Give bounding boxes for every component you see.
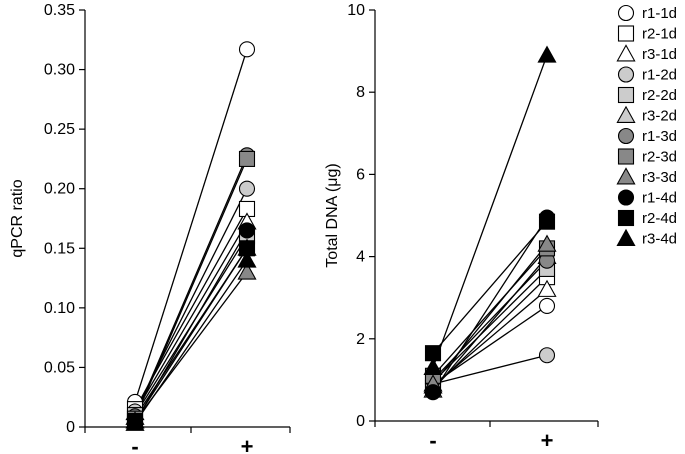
legend-marker-r3-4d xyxy=(616,228,636,246)
y-tick-label: 0.15 xyxy=(44,240,75,257)
legend-marker-r3-1d xyxy=(616,44,636,62)
legend-marker-r1-1d xyxy=(617,4,635,22)
x-category-label: + xyxy=(541,428,554,453)
legend: r1-1d r2-1d r3-1d r1-2d r2-2d r3-2d r1-3d r2-3d… xyxy=(616,4,677,248)
legend-label: r2-1d xyxy=(642,26,677,43)
y-tick-label: 0 xyxy=(356,413,365,430)
y-tick-label: 10 xyxy=(347,2,365,19)
legend-label: r3-1d xyxy=(642,46,677,63)
series-line-r1-2d xyxy=(432,354,548,385)
series-line-r1-4d xyxy=(432,217,548,393)
y-tick-label: 0.10 xyxy=(44,300,75,317)
y-tick-label: 8 xyxy=(356,84,365,101)
data-point-r1-4d xyxy=(238,222,256,239)
y-tick-label: 4 xyxy=(356,249,365,266)
data-point-r3-3d xyxy=(537,234,557,252)
series-line-r1-3d xyxy=(134,155,248,417)
series-line-r2-3d xyxy=(432,247,548,377)
data-point-r2-3d xyxy=(238,150,256,167)
legend-label: r3-3d xyxy=(642,169,677,186)
series-line-r2-4d xyxy=(134,247,248,422)
y-axis-title: qPCR ratio xyxy=(9,179,26,257)
legend-marker-r3-2d xyxy=(616,105,636,123)
data-point-r3-4d xyxy=(537,45,557,63)
y-axis-title: Total DNA (μg) xyxy=(324,163,341,267)
legend-label: r1-2d xyxy=(642,67,677,84)
x-category-label: - xyxy=(429,428,436,453)
legend-marker-r1-2d xyxy=(617,66,635,83)
data-point-r3-4d xyxy=(237,250,257,268)
legend-label: r2-3d xyxy=(642,149,677,166)
data-point-r3-3d xyxy=(237,262,257,280)
total-dna-panel: 0 2 4 6 8 10 - + Total DNA (μg) xyxy=(324,2,599,453)
data-point-r3-4d xyxy=(125,413,145,431)
series-line-r1-1d xyxy=(134,49,248,403)
y-tick-label: 0 xyxy=(66,419,75,436)
data-point-r1-2d xyxy=(238,180,256,197)
data-point-r2-4d xyxy=(538,213,556,230)
y-tick-label: 0.05 xyxy=(44,359,75,376)
data-point-r3-4d xyxy=(423,357,443,376)
legend-marker-r2-4d xyxy=(617,209,635,227)
y-tick-label: 0.25 xyxy=(44,121,75,138)
legend-marker-r1-3d xyxy=(617,127,635,145)
legend-marker-r1-4d xyxy=(617,189,635,206)
series-line-r3-2d xyxy=(432,256,548,391)
series-line-r2-3d xyxy=(134,158,248,419)
y-tick-label: 0.20 xyxy=(44,181,75,198)
legend-marker-r2-1d xyxy=(617,25,635,42)
y-tick-label: 0.30 xyxy=(44,62,75,79)
series-line-r3-4d xyxy=(134,259,248,424)
series-line-r1-4d xyxy=(134,230,248,423)
series-line-r3-1d xyxy=(432,288,548,387)
legend-marker-r3-3d xyxy=(616,167,636,185)
legend-label: r1-3d xyxy=(642,128,677,145)
data-point-r1-1d xyxy=(538,297,556,314)
legend-label: r1-1d xyxy=(642,5,677,22)
series-line-r3-3d xyxy=(432,243,548,385)
y-tick-label: 0.35 xyxy=(44,2,75,19)
x-category-label: - xyxy=(131,434,138,454)
legend-marker-r2-2d xyxy=(617,86,635,104)
series-line-r3-1d xyxy=(134,221,248,414)
y-tick-label: 6 xyxy=(356,166,365,183)
y-tick-label: 2 xyxy=(356,331,365,348)
legend-label: r3-4d xyxy=(642,231,677,248)
series-line-r3-4d xyxy=(432,54,548,368)
legend-label: r1-4d xyxy=(642,190,677,207)
series-line-r1-1d xyxy=(432,305,548,385)
data-point-r3-1d xyxy=(537,279,557,297)
legend-marker-r2-3d xyxy=(617,148,635,165)
legend-label: r3-2d xyxy=(642,108,677,125)
qpcr-panel: 0 0.05 0.10 0.15 0.20 0.25 0.30 0.35 - + qPCR rati… xyxy=(9,2,291,454)
legend-label: r2-2d xyxy=(642,87,677,104)
x-category-label: + xyxy=(241,434,254,454)
data-point-r1-2d xyxy=(538,347,556,364)
data-point-r1-1d xyxy=(238,41,256,58)
series-line-r2-4d xyxy=(432,221,548,354)
data-point-r1-4d xyxy=(424,384,442,401)
legend-label: r2-4d xyxy=(642,210,677,227)
